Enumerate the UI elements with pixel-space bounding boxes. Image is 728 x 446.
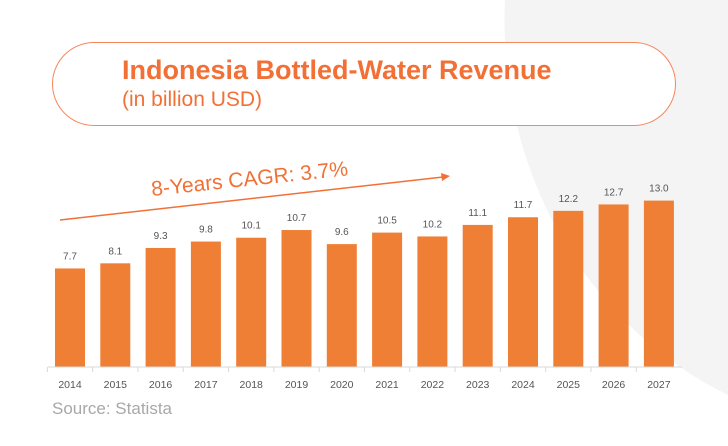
x-tick-label: 2014 [58,379,82,391]
x-tick-label: 2024 [511,379,535,391]
bar-2018 [236,237,267,367]
bar-2027 [643,200,674,367]
bar-2023 [462,224,493,367]
x-tick-label: 2023 [466,379,490,391]
value-label: 9.6 [335,227,349,238]
x-tick-label: 2020 [330,379,354,391]
value-label: 10.1 [241,221,261,232]
bar-2020 [326,244,357,367]
value-label: 9.3 [154,231,168,242]
x-tick-label: 2015 [104,379,128,391]
cagr-arrow-line [59,176,444,221]
source-note: Source: Statista [52,399,173,418]
value-label: 8.1 [108,246,122,257]
value-label: 9.8 [199,225,213,236]
title-banner [52,42,676,126]
x-tick-label: 2027 [647,379,671,391]
x-tick-label: 2021 [375,379,399,391]
value-label: 10.7 [287,213,307,224]
bar-2019 [281,230,312,367]
value-label: 7.7 [63,251,77,262]
bar-2017 [190,241,221,367]
value-label: 10.5 [377,216,397,227]
value-label: 10.2 [423,219,443,230]
value-label: 13.0 [649,184,669,195]
x-tick-label: 2022 [421,379,445,391]
bar-2016 [145,247,176,367]
x-tick-label: 2025 [557,379,581,391]
x-tick-label: 2026 [602,379,626,391]
value-label: 12.7 [604,187,624,198]
x-tick-label: 2017 [194,379,218,391]
bar-2026 [598,204,629,367]
value-label: 12.2 [559,194,579,205]
value-label: 11.7 [514,200,533,211]
x-tick-label: 2019 [285,379,309,391]
chart-title: Indonesia Bottled-Water Revenue [122,55,552,85]
bar-2025 [553,210,584,367]
x-tick-label: 2018 [240,379,264,391]
bar-2021 [372,232,403,367]
cagr-arrow-head [441,173,450,181]
bar-2015 [100,263,131,367]
value-label: 11.1 [468,208,487,219]
chart-subtitle: (in billion USD) [122,88,263,111]
x-tick-label: 2016 [149,379,173,391]
bar-2014 [55,268,85,367]
bar-2022 [417,236,448,367]
bar-2024 [508,217,538,367]
cagr-annotation: 8-Years CAGR: 3.7% [150,157,349,201]
